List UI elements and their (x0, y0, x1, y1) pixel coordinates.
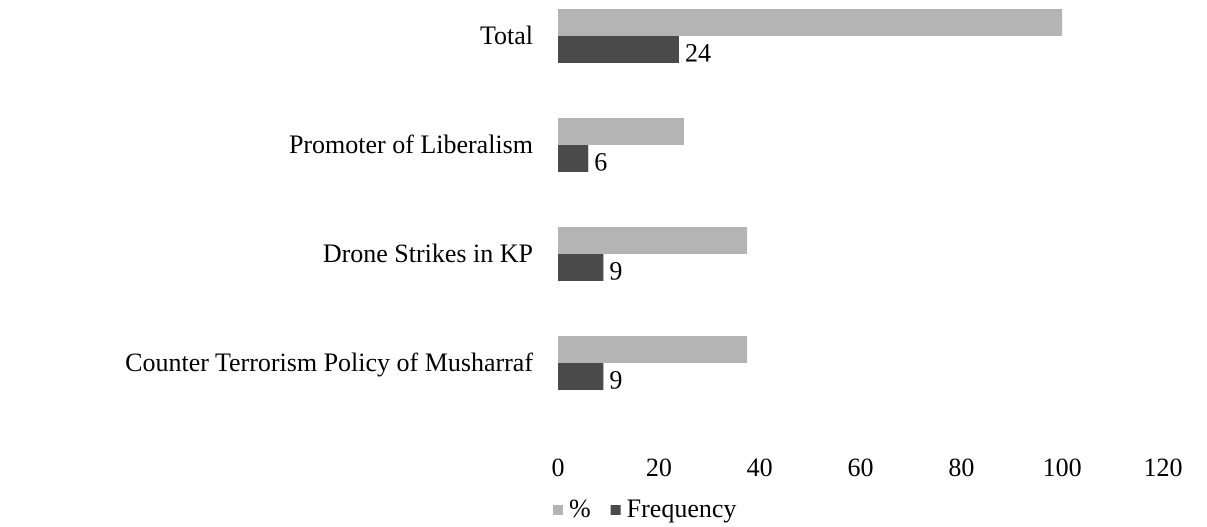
bar (558, 118, 685, 145)
data-label: 9 (609, 365, 622, 394)
data-label: 9 (609, 256, 622, 285)
x-tick-label: 80 (948, 453, 974, 482)
x-tick-label: 20 (646, 453, 672, 482)
legend-label: Frequency (627, 494, 737, 523)
bar (558, 145, 589, 172)
category-label: Total (480, 21, 533, 50)
legend-label: % (569, 494, 591, 523)
bar (558, 9, 1063, 36)
bar (558, 336, 748, 363)
legend-swatch (610, 505, 621, 515)
bar (558, 363, 604, 390)
data-label: 6 (594, 147, 607, 176)
category-label: Drone Strikes in KP (323, 239, 533, 268)
category-label: Counter Terrorism Policy of Musharraf (125, 348, 533, 377)
legend-swatch (553, 505, 563, 515)
data-label: 24 (685, 38, 711, 67)
x-tick-label: 0 (552, 453, 565, 482)
category-label: Promoter of Liberalism (289, 130, 533, 159)
x-tick-label: 120 (1144, 453, 1183, 482)
bar (558, 227, 748, 254)
bar (558, 254, 604, 281)
x-tick-label: 60 (848, 453, 874, 482)
x-tick-label: 100 (1043, 453, 1082, 482)
bar (558, 36, 679, 63)
x-tick-label: 40 (747, 453, 773, 482)
